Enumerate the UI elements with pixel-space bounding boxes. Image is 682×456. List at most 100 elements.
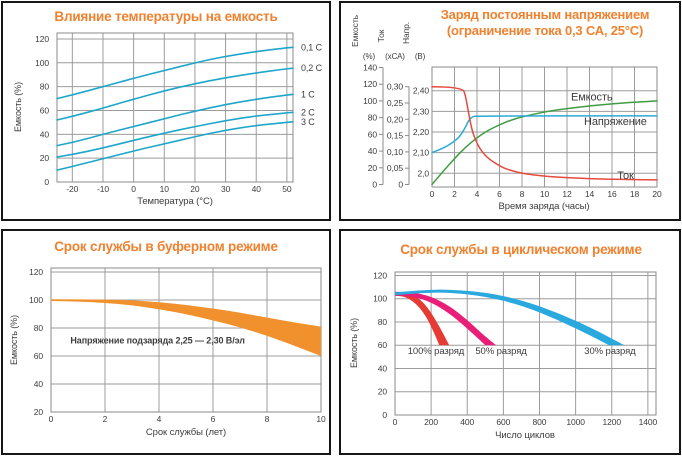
chart-text: 100% разряд <box>408 346 465 357</box>
chart-text: Напряжение подзаряда 2,25 — 2,30 В/эл <box>70 336 245 346</box>
series-0,2 C <box>56 67 294 121</box>
chart-text: 1200 <box>602 417 621 427</box>
chart-text: 200 <box>424 417 438 427</box>
chart-text: 80 <box>368 113 378 123</box>
chart-text: 0,2 C <box>301 63 323 73</box>
series-Напряжение <box>431 115 658 154</box>
gridlines <box>57 33 293 183</box>
panel-temperature-capacity: Влияние температуры на емкость 0,1 C 0,2 … <box>1 1 331 221</box>
plot-frame <box>431 66 658 188</box>
chart-text: 40 <box>378 363 388 373</box>
chart-text: 50 <box>282 184 292 194</box>
chart-text: 30% разряд <box>584 346 636 357</box>
series-Емкость <box>431 100 658 186</box>
chart-text: 120 <box>29 267 43 277</box>
chart-text: 60 <box>368 129 378 139</box>
chart-text: 20 <box>368 163 378 173</box>
chart-text: 100 <box>35 58 49 68</box>
panel-cyclic-service-life: Срок службы в циклическом режиме 0 200 400… <box>339 229 681 455</box>
chart-text: 120 <box>373 270 387 280</box>
chart-text: Напряжение <box>584 116 647 128</box>
chart-text: 4 <box>157 414 162 424</box>
chart-text: 140 <box>363 63 377 73</box>
chart-text: 0,10 <box>387 147 404 157</box>
chart-text: 12 <box>562 189 572 199</box>
chart-text: 0 <box>372 180 377 190</box>
chart-text: 0 <box>44 177 49 187</box>
axis-label-vertical: Емкость (%) <box>349 318 359 368</box>
band-буферный режим <box>51 299 321 356</box>
axis-label-vertical: Емкость <box>350 14 360 47</box>
cyclic-service-life-chart: 0 200 400 600 800 1000 1200 1400 0 20 40 60 80 100 120… <box>349 270 658 441</box>
chart-text: 10 <box>160 184 170 194</box>
chart-text: Емкость <box>571 92 613 104</box>
chart-text: 16 <box>607 189 617 199</box>
chart-text: Число циклов <box>495 430 555 441</box>
plot-frame <box>56 32 294 183</box>
series-Ток <box>431 85 658 181</box>
float-service-life-chart: 0 2 4 6 8 10 20 40 60 80 100 120 Напряжение подзаряд… <box>9 267 326 438</box>
chart-text: 120 <box>363 79 377 89</box>
chart-text: 0 <box>398 180 403 190</box>
chart-text: 2 C <box>301 107 315 117</box>
chart-text: 8 <box>265 414 270 424</box>
series-0,1 C <box>56 46 294 100</box>
temperature-capacity-chart: 0,1 C 0,2 C 1 C 2 C3 C -20 -10 0 10 20 30 40 50 0 20 4… <box>13 32 323 207</box>
chart-text: 40 <box>34 379 44 389</box>
chart-text: 0,20 <box>387 114 404 124</box>
chart-text: 1 C <box>301 89 315 99</box>
chart-text: 1000 <box>566 417 585 427</box>
series-1 C <box>56 93 294 147</box>
chart-text: (хСА) <box>385 52 405 61</box>
chart-text: 0,1 C <box>301 42 323 52</box>
chart-text: 0 <box>131 184 136 194</box>
chart-text: 60 <box>378 340 388 350</box>
chart-text: 20 <box>190 184 200 194</box>
chart-title-cyclic-life: Срок службы в циклическом режиме <box>400 242 642 257</box>
chart-text: 0,30 <box>387 82 404 92</box>
chart-text: 100 <box>373 294 387 304</box>
chart-text: 100 <box>363 96 377 106</box>
chart-text: 18 <box>630 189 640 199</box>
chart-text: 20 <box>40 153 50 163</box>
axis-label-vertical: Ток <box>376 29 386 42</box>
chart-text: 2,40 <box>413 86 430 96</box>
chart-text: 3 C <box>301 117 315 127</box>
series-2 C <box>56 111 294 158</box>
panel-constant-voltage-charge: Заряд постоянным напряжением (ограничени… <box>339 1 681 221</box>
chart-text: 120 <box>35 34 49 44</box>
series-3 C <box>56 121 294 171</box>
chart-text: 2,30 <box>413 106 430 116</box>
axis-label-vertical: Емкость (%) <box>13 82 23 132</box>
chart-text: 100 <box>29 295 43 305</box>
chart-text: 20 <box>652 189 662 199</box>
chart-text: 8 <box>520 189 525 199</box>
band-30% разряд <box>395 289 625 346</box>
chart-text: Время заряда (часы) <box>499 201 590 212</box>
chart-text: -10 <box>97 184 109 194</box>
chart-text: 20 <box>34 407 44 417</box>
chart-text: 60 <box>40 105 50 115</box>
chart-text: 0 <box>430 189 435 199</box>
panel-float-service-life: Срок службы в буферном режиме 0 2 4 6 8 10 20 4… <box>1 229 331 455</box>
chart-text: 2,20 <box>413 127 430 137</box>
band-100% разряд <box>395 292 450 346</box>
chart-text: 20 <box>378 387 388 397</box>
chart-text: 0 <box>382 410 387 420</box>
chart-text: 0,25 <box>387 98 404 108</box>
axis-label-vertical: Напр. <box>401 22 411 44</box>
chart-text: 10 <box>540 189 550 199</box>
chart-text: 6 <box>211 414 216 424</box>
chart-text: 0 <box>393 417 398 427</box>
chart-text: 2 <box>452 189 457 199</box>
chart-text: 40 <box>40 129 50 139</box>
chart-text: 1400 <box>639 417 658 427</box>
chart-text: 30 <box>221 184 231 194</box>
chart-text: 14 <box>585 189 595 199</box>
band-50% разряд <box>395 291 497 346</box>
chart-text: 40 <box>252 184 262 194</box>
chart-text: (%) <box>363 52 376 61</box>
chart-text: 80 <box>378 317 388 327</box>
chart-text: 80 <box>34 323 44 333</box>
